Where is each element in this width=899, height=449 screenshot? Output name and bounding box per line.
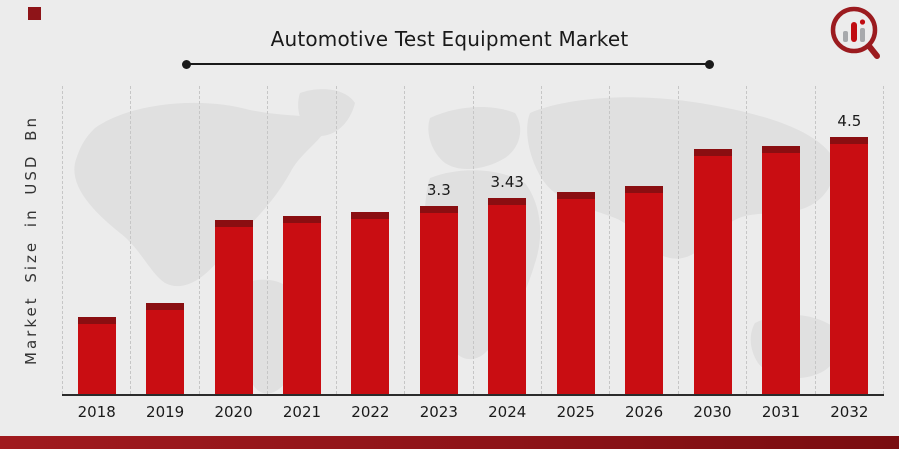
chart-column-2022: 2022 <box>335 86 404 421</box>
value-label-2023: 3.3 <box>426 181 451 199</box>
bar-cap <box>77 317 116 324</box>
x-axis-label-2018: 2018 <box>77 403 116 421</box>
bar-cap <box>214 220 253 227</box>
bar-cap <box>146 303 185 310</box>
chart-column-2020: 2020 <box>198 86 267 421</box>
bar-2021 <box>282 216 321 394</box>
x-axis-label-2021: 2021 <box>282 403 322 421</box>
bottom-accent-strip <box>0 436 899 449</box>
bar-2020 <box>214 220 253 394</box>
bar-2023 <box>419 206 458 394</box>
x-axis-label-2032: 2032 <box>830 403 869 421</box>
x-axis-line <box>62 394 884 396</box>
bar-2031 <box>761 146 800 394</box>
x-axis-label-2020: 2020 <box>214 403 253 421</box>
value-label-2024: 3.43 <box>490 173 524 191</box>
chart-title: Automotive Test Equipment Market <box>270 27 629 51</box>
chart-column-2030: 2030 <box>677 86 746 421</box>
bar-2030 <box>693 149 732 394</box>
corner-accent-square <box>28 7 41 20</box>
bar-cap <box>556 192 595 199</box>
bar-cap <box>761 146 800 153</box>
bar-cap <box>419 206 458 213</box>
chart-column-2024: 3.43 2024 <box>472 86 541 421</box>
x-axis-label-2022: 2022 <box>351 403 390 421</box>
title-underline-rule <box>182 59 714 69</box>
chart-column-2021: 2021 <box>267 86 335 421</box>
x-axis-label-2031: 2031 <box>761 403 801 421</box>
brand-logo <box>825 3 885 67</box>
bar-cap <box>351 212 390 219</box>
bar-chart-magnifier-logo-icon <box>830 6 880 59</box>
chart-column-2023: 3.3 2023 <box>404 86 472 421</box>
value-label-2032: 4.5 <box>837 112 862 130</box>
chart-column-2018: 2018 <box>62 86 130 421</box>
chart-column-2031: 2031 <box>746 86 814 421</box>
bar-cap <box>488 198 527 205</box>
chart-column-2032: 4.5 2032 <box>814 86 885 421</box>
bar-2024 <box>488 198 527 394</box>
x-axis-label-2023: 2023 <box>419 403 458 421</box>
plot-area: 2018 2019 2020 2021 2022 3.3 2023 3.43 2024 2025 2… <box>62 86 885 421</box>
x-axis-label-2019: 2019 <box>146 403 185 421</box>
x-axis-label-2025: 2025 <box>556 403 595 421</box>
bar-cap <box>830 137 869 144</box>
y-axis-title: Market Size in USD Bn <box>22 115 40 365</box>
chart-column-2019: 2019 <box>130 86 198 421</box>
bar-2018 <box>77 317 116 394</box>
x-axis-label-2026: 2026 <box>624 403 664 421</box>
bar-cap <box>282 216 321 223</box>
chart-column-2025: 2025 <box>540 86 609 421</box>
chart-column-2026: 2026 <box>609 86 677 421</box>
bar-2026 <box>625 186 664 394</box>
x-axis-label-2024: 2024 <box>488 403 527 421</box>
x-axis-label-2030: 2030 <box>693 403 732 421</box>
bar-cap <box>625 186 664 193</box>
bar-2032 <box>830 137 869 394</box>
bar-2019 <box>146 303 185 394</box>
bar-2025 <box>556 192 595 394</box>
bar-cap <box>693 149 732 156</box>
bar-2022 <box>351 212 390 394</box>
